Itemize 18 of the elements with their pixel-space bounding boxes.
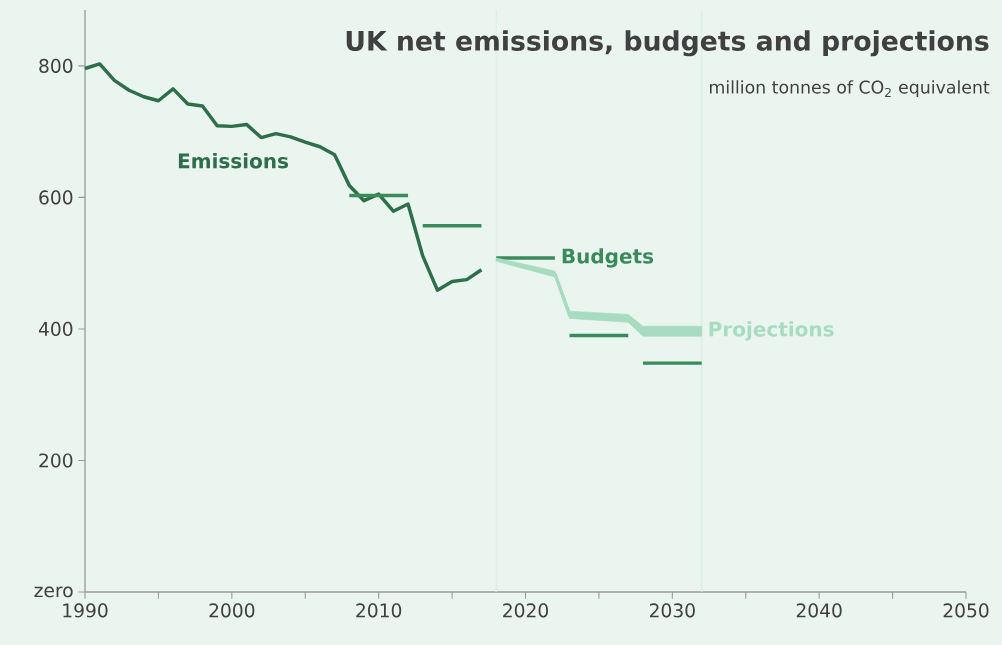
y-tick-label: 600 [39, 190, 73, 205]
text: million tonnes of CO$_{2}$ equivalent [710, 80, 990, 98]
x-tick-label: 2040 [796, 603, 842, 618]
y-tick-label: 200 [39, 453, 73, 468]
series-label: Projections [709, 321, 834, 341]
text: UK net emissions, budgets and projections [346, 30, 989, 57]
y-tick-label: zero [34, 586, 73, 598]
y-tick-label: 800 [39, 58, 73, 73]
x-tick-label: 2050 [943, 603, 989, 618]
series-label: Budgets [562, 248, 654, 268]
x-tick-label: 2020 [503, 603, 549, 618]
line-series [83, 62, 484, 292]
y-tick-label: 400 [38, 321, 73, 336]
x-tick-label: 2030 [649, 603, 695, 618]
series-label: Emissions [178, 152, 289, 169]
x-tick-label: 2010 [356, 603, 402, 618]
x-tick-label: 2000 [209, 603, 255, 618]
x-tick-label: 1990 [63, 603, 108, 618]
